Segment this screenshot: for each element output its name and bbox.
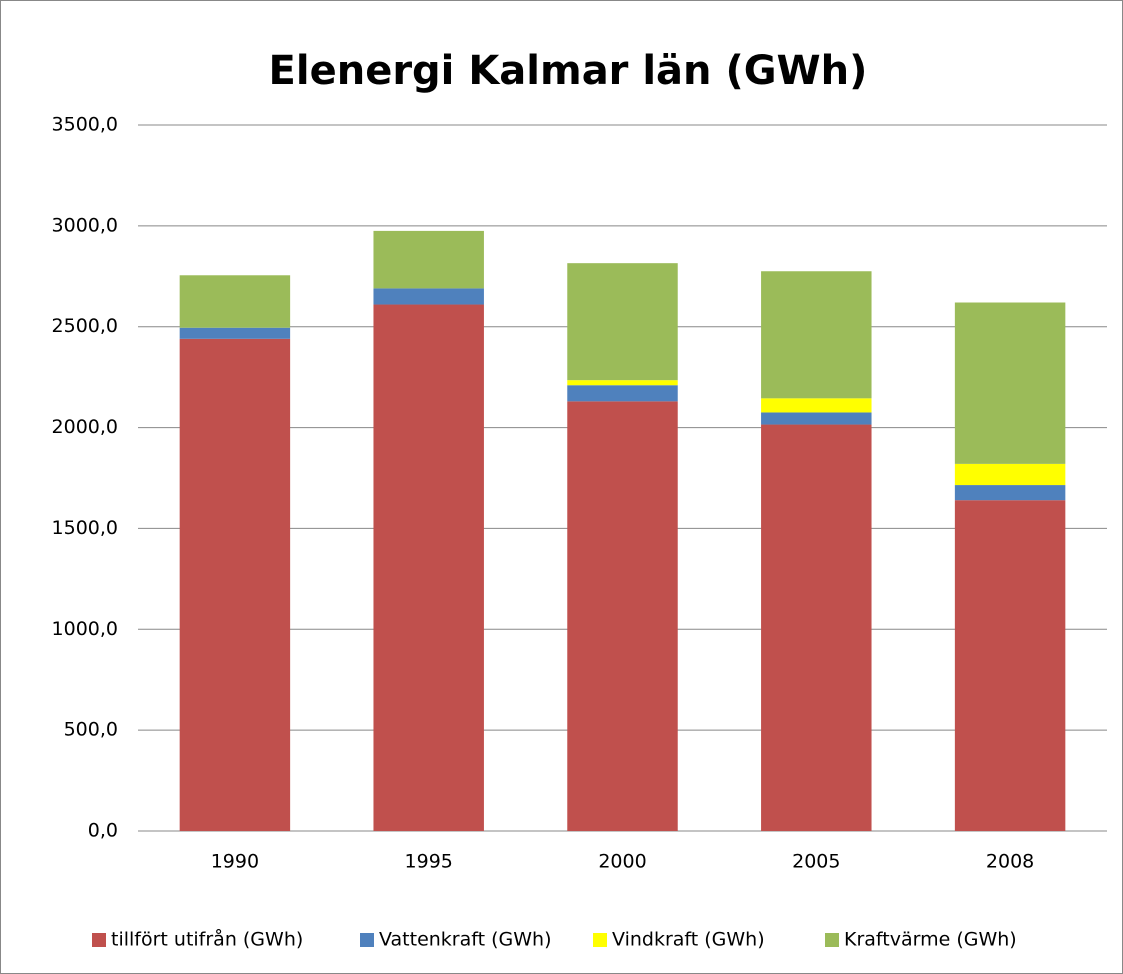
legend-label: tillfört utifrån (GWh)	[111, 928, 303, 951]
y-tick-label: 1000,0	[52, 618, 118, 640]
legend-swatch	[825, 933, 839, 947]
x-tick-label: 1995	[405, 851, 453, 873]
x-tick-label: 1990	[211, 851, 259, 873]
y-tick-label: 0,0	[88, 820, 118, 842]
bar-segment	[954, 500, 1066, 831]
bar-segment	[954, 485, 1066, 501]
bar-segment	[567, 263, 678, 381]
chart-title: Elenergi Kalmar län (GWh)	[269, 48, 868, 94]
bar-segment	[761, 424, 872, 831]
x-tick-label: 2008	[986, 851, 1034, 873]
x-tick-label: 2000	[598, 851, 646, 873]
legend-swatch	[92, 933, 106, 947]
bar-segment	[179, 338, 291, 831]
bar-segment	[761, 271, 872, 399]
bar-segment	[567, 385, 678, 402]
y-tick-label: 3500,0	[52, 114, 118, 136]
legend-swatch	[593, 933, 607, 947]
bar-segment	[373, 288, 484, 305]
x-tick-label: 2005	[792, 851, 840, 873]
bar-segment	[954, 463, 1066, 486]
bar-segment	[179, 327, 291, 339]
y-tick-label: 2500,0	[52, 315, 118, 337]
y-tick-label: 500,0	[64, 719, 118, 741]
legend-label: Vindkraft (GWh)	[612, 929, 765, 951]
bar-segment	[567, 380, 678, 386]
y-tick-label: 1500,0	[52, 517, 118, 539]
y-tick-label: 3000,0	[52, 214, 118, 236]
bar-segment	[567, 401, 678, 831]
bar-segment	[373, 304, 484, 831]
legend-label: Vattenkraft (GWh)	[379, 929, 551, 951]
bar-segment	[761, 398, 872, 413]
bar-segment	[373, 230, 484, 289]
legend-label: Kraftvärme (GWh)	[844, 929, 1017, 951]
bar-segment	[761, 412, 872, 425]
bar-segment	[179, 275, 291, 328]
bar-segment	[954, 302, 1066, 464]
y-tick-label: 2000,0	[52, 416, 118, 438]
legend-swatch	[360, 933, 374, 947]
